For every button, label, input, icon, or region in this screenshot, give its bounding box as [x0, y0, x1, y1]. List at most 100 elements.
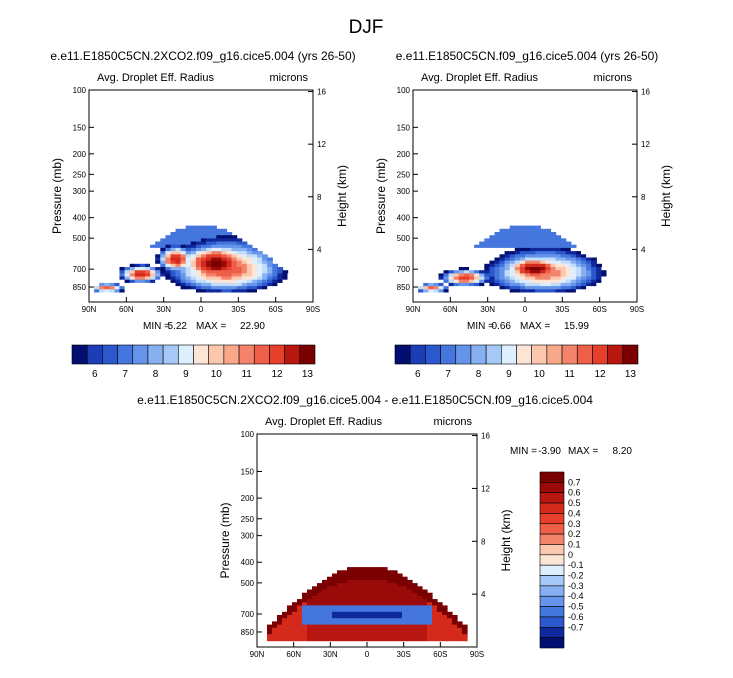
- field-cell: [317, 599, 323, 603]
- field-cell: [596, 286, 602, 290]
- field-cell: [392, 634, 398, 638]
- field-cell: [155, 273, 161, 278]
- field-cell: [458, 276, 465, 281]
- field-cell: [246, 244, 253, 249]
- field-cell: [302, 618, 308, 622]
- field-cell: [438, 273, 445, 278]
- field-cell: [139, 270, 146, 274]
- field-cell: [302, 592, 308, 597]
- field-cell: [139, 251, 146, 255]
- field-cell: [170, 241, 177, 246]
- field-cell: [134, 286, 141, 290]
- field-cell: [139, 276, 146, 281]
- colorbar-label: 0.6: [568, 488, 581, 498]
- field-cell: [241, 257, 248, 262]
- field-cell: [525, 225, 531, 230]
- field-cell: [387, 634, 393, 638]
- field-cell: [509, 270, 516, 274]
- field-cell: [377, 631, 383, 635]
- field-cell: [519, 289, 526, 294]
- colorbar-swatch: [440, 344, 457, 365]
- field-cell: [211, 228, 217, 233]
- colorbar-swatch: [516, 344, 532, 365]
- field-cell: [442, 605, 448, 610]
- field-cell: [463, 263, 470, 268]
- field-cell: [402, 602, 408, 606]
- field-cell: [457, 621, 463, 626]
- field-cell: [387, 576, 393, 581]
- field-cell: [514, 289, 521, 294]
- field-cell: [236, 241, 243, 246]
- field-cell: [591, 263, 597, 268]
- field-cell: [382, 579, 388, 584]
- field-cell: [267, 627, 273, 632]
- field-cell: [272, 631, 278, 635]
- field-cell: [216, 244, 222, 249]
- field-cell: [231, 244, 238, 249]
- field-cell: [165, 241, 172, 246]
- field-cell: [352, 570, 358, 575]
- field-cell: [565, 241, 572, 246]
- field-cell: [417, 586, 423, 591]
- y-tick-label: 200: [397, 150, 411, 159]
- field-cell: [272, 273, 278, 278]
- field-cell: [322, 618, 328, 622]
- field-cell: [367, 567, 373, 571]
- field-cell: [347, 567, 353, 571]
- field-cell: [282, 621, 288, 626]
- field-cell: [317, 595, 323, 600]
- field-cell: [342, 615, 348, 619]
- field-cell: [489, 238, 496, 243]
- colorbar-label: 6: [415, 369, 421, 380]
- field-cell: [586, 273, 592, 278]
- field-cell: [124, 276, 131, 281]
- x-tick-label: 60S: [433, 650, 447, 659]
- field-cell: [432, 634, 438, 638]
- field-cell: [297, 631, 303, 635]
- field-cell: [292, 276, 299, 281]
- field-cell: [257, 279, 263, 284]
- field-cell: [342, 631, 348, 635]
- field-cell: [382, 611, 388, 616]
- field-cell: [221, 282, 228, 287]
- field-cell: [287, 634, 293, 638]
- field-cell: [362, 608, 368, 613]
- field-cell: [555, 244, 562, 249]
- field-cell: [581, 263, 587, 268]
- field-cell: [586, 279, 592, 284]
- field-cell: [175, 282, 182, 287]
- field-cell: [175, 273, 182, 278]
- field-cell: [206, 257, 212, 262]
- field-cell: [540, 241, 546, 246]
- field-cell: [555, 279, 562, 284]
- field-cell: [479, 279, 485, 284]
- field-cell: [170, 257, 177, 262]
- field-cell: [332, 576, 338, 581]
- field-cell: [469, 257, 475, 262]
- field-cell: [307, 611, 313, 616]
- field-cell: [499, 273, 506, 278]
- field-cell: [601, 286, 608, 290]
- field-cell: [540, 289, 546, 294]
- field-cell: [387, 624, 393, 629]
- field-cell: [525, 286, 531, 290]
- field-cell: [180, 286, 187, 290]
- field-cell: [307, 608, 313, 613]
- field-cell: [575, 279, 582, 284]
- field-cell: [392, 608, 398, 613]
- field-cell: [586, 254, 592, 259]
- field-cell: [352, 567, 358, 571]
- field-cell: [241, 267, 248, 271]
- field-cell: [474, 282, 480, 287]
- field-cell: [226, 289, 233, 294]
- field-cell: [519, 235, 526, 239]
- field-cell: [251, 260, 258, 265]
- field-cell: [342, 605, 348, 610]
- field-cell: [139, 282, 146, 287]
- field-cell: [581, 254, 587, 259]
- field-cell: [201, 232, 207, 236]
- colorbar-swatch: [455, 344, 472, 365]
- field-cell: [352, 637, 358, 642]
- field-cell: [312, 611, 318, 616]
- field-cell: [297, 282, 304, 287]
